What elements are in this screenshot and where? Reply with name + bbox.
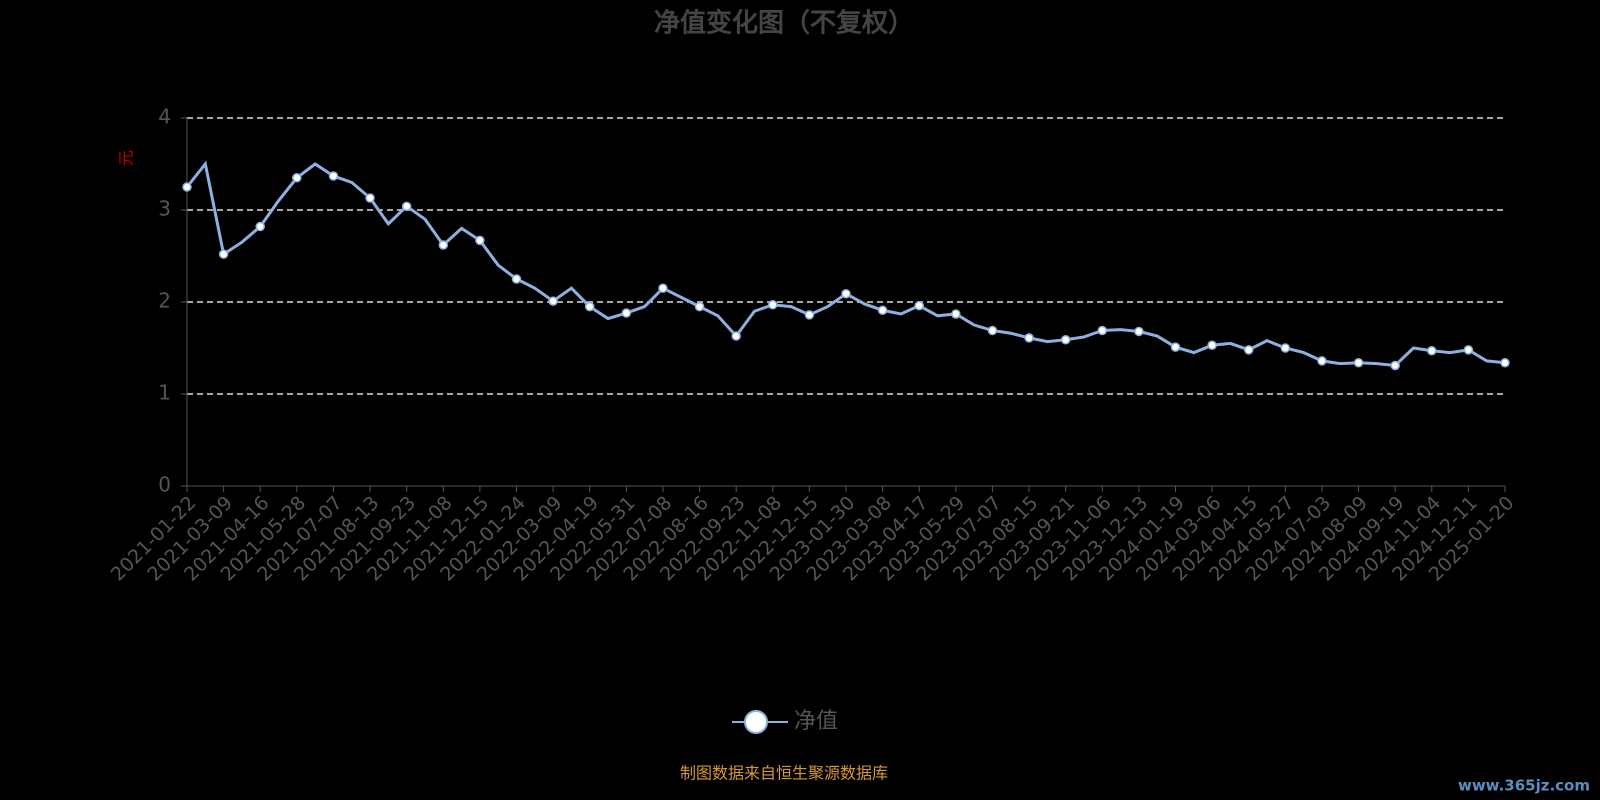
point (438, 240, 449, 250)
point (951, 309, 961, 319)
point (804, 310, 815, 320)
point (841, 288, 851, 299)
point (694, 301, 705, 312)
point (218, 249, 229, 259)
source-note: 制图数据来自恒生聚源数据库 (680, 764, 888, 783)
point (987, 325, 998, 336)
point (621, 308, 632, 318)
point (731, 331, 741, 341)
y-axis-label: 元 (117, 150, 136, 166)
point (1134, 326, 1144, 337)
point (1317, 356, 1327, 366)
legend-label: 净值 (794, 709, 838, 734)
point (1024, 333, 1034, 343)
point (1390, 360, 1400, 371)
point (1243, 345, 1254, 355)
legend-marker (744, 710, 768, 734)
point (475, 235, 485, 246)
point (658, 283, 668, 293)
point (1463, 345, 1474, 355)
point (877, 305, 888, 316)
y-tick-label: 1 (158, 381, 171, 405)
point (511, 274, 522, 284)
point (1207, 340, 1217, 350)
point (768, 300, 778, 310)
point (1170, 342, 1181, 352)
point (328, 171, 339, 181)
point (1427, 346, 1437, 356)
line (185, 160, 1506, 368)
point (255, 221, 265, 232)
point (1060, 334, 1071, 345)
y-tick-label: 2 (158, 289, 171, 313)
point (1500, 357, 1510, 368)
point (914, 300, 924, 311)
y-tick-label: 3 (158, 197, 171, 221)
point (1097, 325, 1108, 336)
chart-title: 净值变化图（不复权） (654, 8, 914, 39)
point (401, 201, 412, 212)
point (365, 193, 375, 203)
point (584, 301, 595, 312)
point (292, 173, 302, 183)
y-tick-label: 4 (158, 105, 171, 129)
point (548, 296, 558, 306)
point (1353, 357, 1364, 368)
watermark: www.365jz.com (1458, 777, 1590, 795)
y-tick-label: 0 (158, 473, 171, 497)
point (182, 182, 192, 192)
point (1280, 343, 1291, 353)
